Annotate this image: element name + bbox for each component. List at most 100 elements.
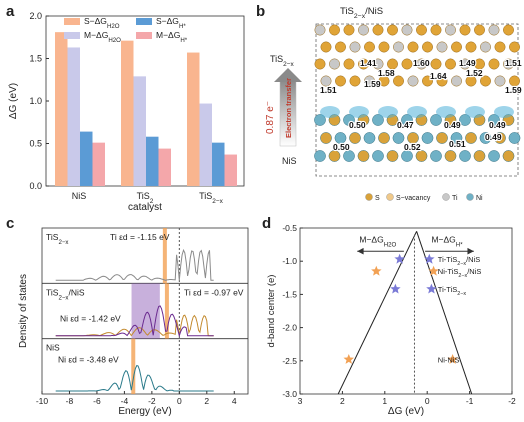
atom — [329, 24, 340, 36]
bond-value-bottom: 0.49 — [444, 120, 461, 130]
atom — [422, 75, 433, 87]
x-tick-label: 0 — [425, 396, 430, 406]
atom — [488, 24, 500, 36]
atom — [445, 58, 456, 70]
atom — [401, 24, 413, 36]
y-tick-label: -1.0 — [282, 256, 297, 266]
dos-curve-nis — [55, 364, 214, 392]
data-point — [390, 283, 401, 294]
charge-blob — [436, 106, 456, 118]
bond-value-top: 1.52 — [466, 68, 483, 78]
atom — [488, 150, 500, 162]
bond-value-bottom: 0.49 — [489, 120, 506, 130]
atom — [393, 75, 404, 87]
x-tick-label: 0 — [177, 396, 182, 406]
atom — [378, 132, 390, 144]
region-tag: M−ΔGH* — [431, 235, 463, 249]
bond-value-top: 1.51 — [505, 58, 522, 68]
atom — [372, 114, 384, 126]
bar — [187, 52, 200, 186]
data-point — [428, 265, 439, 276]
x-tick-label: -2 — [508, 396, 516, 406]
atom — [349, 75, 361, 87]
atom — [378, 41, 390, 53]
atom — [357, 150, 370, 162]
bar — [67, 47, 80, 187]
region-tag: M−ΔGH2O — [359, 235, 396, 249]
atom — [401, 58, 413, 70]
layer-label-bottom: NiS — [282, 156, 297, 166]
atom — [401, 114, 413, 126]
atom — [474, 24, 485, 36]
bond-value-top: 1.64 — [430, 71, 447, 81]
atom — [422, 41, 433, 53]
charge-blob — [494, 106, 514, 118]
x-tick-label: 1 — [382, 396, 387, 406]
atom — [363, 132, 376, 144]
panel-letter-d: d — [262, 215, 271, 232]
atom — [416, 58, 427, 70]
bond-value-bottom: 0.47 — [397, 120, 414, 130]
legend-atom — [442, 193, 450, 201]
atom — [494, 75, 506, 87]
panel-d: d M−ΔGH2O M−ΔGH* Ti-TiS2−x/NiSNi-TiS2−x/NiS… — [262, 215, 516, 417]
bond-value-top: 1.59 — [364, 79, 381, 89]
atom — [451, 41, 462, 53]
atom — [480, 41, 491, 53]
annotation: Ti εd = -0.97 eV — [184, 287, 244, 297]
bond-value-bottom: 0.51 — [449, 139, 466, 149]
atom — [349, 132, 361, 144]
bond-value-top: 1.41 — [360, 58, 377, 68]
legend-swatch — [64, 18, 80, 25]
data-point — [426, 283, 437, 294]
legend-swatch — [136, 18, 152, 25]
point-label: Ni-TiS2−x/NiS — [438, 267, 482, 279]
bar — [80, 131, 93, 186]
row-label: TiS2−x — [46, 232, 68, 246]
atom — [415, 150, 428, 162]
legend-entry: M−ΔGH* — [156, 30, 188, 44]
atom — [421, 132, 434, 144]
atom — [343, 58, 355, 70]
bar — [158, 148, 171, 186]
d-band-marker — [164, 283, 169, 339]
legend-entry: S — [375, 195, 380, 202]
atom — [358, 58, 369, 70]
atom — [364, 41, 375, 53]
charge-transfer-value: 0.87 e⁻ — [265, 101, 276, 134]
y-tick-label: 1.5 — [29, 54, 42, 64]
y-tick-label: -2.5 — [282, 356, 297, 366]
y-tick-label: -2.0 — [282, 323, 297, 333]
atom — [459, 114, 471, 126]
d-band-marker — [131, 338, 136, 394]
charge-blob — [407, 106, 427, 118]
atom — [372, 24, 384, 36]
atom — [508, 132, 521, 144]
y-tick-label: 0.0 — [29, 181, 42, 191]
atom — [314, 150, 326, 162]
legend-swatch — [136, 32, 152, 39]
atom — [407, 41, 419, 53]
dos-curve-ni — [55, 305, 214, 338]
bond-value-bottom: 0.52 — [404, 142, 421, 152]
atom — [451, 75, 462, 87]
bar — [133, 76, 146, 186]
atom — [343, 150, 355, 162]
data-point — [424, 253, 435, 264]
x-tick-label: NiS — [72, 191, 87, 201]
x-axis-label: ΔG (eV) — [388, 406, 424, 417]
legend-atom — [386, 193, 394, 201]
atom — [509, 41, 520, 53]
row-label: NiS — [46, 343, 60, 353]
atom — [430, 58, 442, 70]
data-point — [394, 253, 405, 264]
panel-a: a 0.0 0.5 1.0 1.5 2.0 ΔG (eV) catalyst NiS TiS2 Ti… — [6, 3, 245, 213]
atom — [314, 58, 326, 70]
legend-entry: S−ΔGH2O — [84, 16, 120, 30]
y-tick-label: -3.0 — [282, 389, 297, 399]
atom — [335, 41, 346, 53]
atom — [343, 114, 355, 126]
annotation: Ti εd = -1.15 eV — [110, 232, 170, 242]
y-tick-label: -1.5 — [282, 289, 297, 299]
